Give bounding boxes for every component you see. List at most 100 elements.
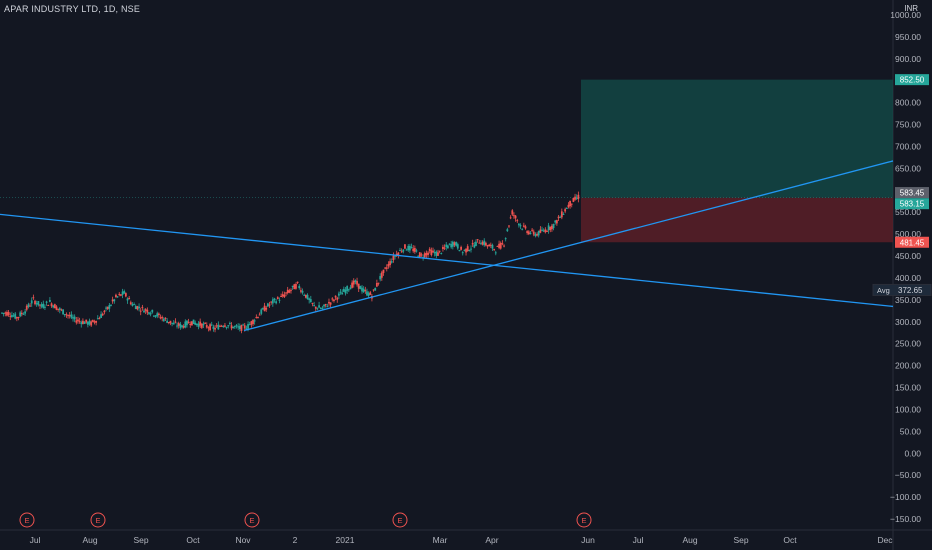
candle-body — [357, 283, 360, 289]
candle-body — [300, 290, 302, 292]
candle-body — [493, 249, 496, 251]
candle-body — [503, 245, 505, 247]
candle-body — [404, 244, 406, 249]
target-zone — [581, 79, 893, 198]
candle-body — [128, 297, 131, 300]
earnings-event-label: E — [581, 516, 586, 525]
candle-body — [409, 245, 411, 251]
candle-body — [153, 315, 155, 317]
candle-body — [440, 252, 443, 254]
candle-body — [473, 244, 476, 248]
candle-body — [506, 229, 509, 232]
candle-body — [63, 314, 66, 316]
candle-body — [75, 320, 78, 323]
candle-body — [138, 306, 140, 309]
candle-body — [149, 313, 152, 315]
y-tick-label: 50.00 — [900, 426, 922, 436]
candle-body — [329, 302, 332, 305]
candle-body — [192, 319, 195, 324]
candle-body — [106, 306, 109, 310]
x-tick-label: Oct — [186, 535, 200, 545]
candle-body — [435, 251, 438, 256]
candle-body — [372, 289, 375, 291]
candle-body — [134, 306, 137, 310]
candle-body — [148, 312, 150, 314]
candle-body — [42, 303, 45, 308]
price-label: 481.45 — [900, 238, 925, 247]
candle-body — [141, 306, 144, 308]
candle-body — [268, 304, 271, 306]
candle-body — [225, 326, 228, 328]
candle-body — [103, 310, 106, 313]
candle-body — [423, 253, 426, 258]
y-tick-label: 800.00 — [895, 98, 921, 108]
candle-body — [397, 252, 400, 256]
candle-body — [260, 309, 263, 314]
candle-body — [437, 252, 439, 256]
candle-body — [57, 308, 60, 310]
candle-body — [484, 242, 487, 246]
candle-body — [362, 288, 365, 293]
y-tick-label: 950.00 — [895, 32, 921, 42]
y-tick-label: 1000.00 — [890, 10, 921, 20]
candle-body — [524, 226, 527, 229]
candle-body — [542, 230, 545, 232]
candle-body — [291, 285, 294, 288]
price-label-bg — [895, 187, 929, 199]
candle-body — [34, 300, 36, 305]
candle-body — [349, 287, 352, 290]
candle-body — [121, 291, 124, 295]
candle-body — [265, 307, 268, 310]
candle-body — [110, 305, 112, 307]
candle-body — [262, 308, 264, 310]
candle-body — [78, 320, 81, 322]
candle-body — [465, 248, 467, 253]
candle-body — [501, 243, 504, 245]
candle-body — [115, 294, 117, 298]
candle-body — [240, 324, 243, 331]
candle-body — [521, 228, 524, 230]
candle-body — [111, 299, 114, 302]
candle-body — [445, 244, 448, 247]
candle-body — [212, 326, 215, 329]
candle-body — [377, 282, 380, 284]
candle-body — [90, 321, 93, 326]
candle-body — [17, 316, 20, 318]
candle-body — [517, 223, 520, 226]
candle-body — [258, 314, 261, 316]
candle-body — [197, 323, 200, 327]
candle-body — [228, 322, 231, 324]
candle-body — [314, 306, 317, 309]
candle-body — [569, 200, 571, 207]
candle-body — [448, 243, 451, 245]
candle-body — [73, 316, 76, 320]
candle-body — [407, 245, 410, 251]
candle-body — [531, 229, 534, 231]
candle-body — [29, 305, 31, 307]
candle-body — [88, 320, 91, 325]
candle-body — [72, 317, 74, 319]
candle-body — [385, 267, 388, 269]
candle-body — [425, 252, 428, 256]
candle-body — [113, 299, 116, 302]
candle-body — [326, 306, 329, 308]
candle-body — [516, 220, 519, 222]
candle-body — [513, 215, 515, 217]
avg-label-bg — [872, 283, 932, 296]
candle-body — [179, 323, 182, 328]
candle-body — [187, 321, 190, 324]
y-tick-label: 250.00 — [895, 339, 921, 349]
candle-body — [286, 289, 289, 294]
candle-body — [164, 317, 167, 319]
candle-body — [182, 326, 185, 328]
candle-body — [427, 252, 429, 255]
candle-body — [367, 293, 370, 296]
candle-body — [575, 197, 578, 199]
candle-body — [567, 204, 570, 208]
candle-body — [257, 316, 259, 318]
candle-body — [574, 196, 576, 200]
candle-body — [557, 216, 560, 219]
candle-body — [154, 315, 157, 317]
candle-body — [220, 325, 223, 327]
